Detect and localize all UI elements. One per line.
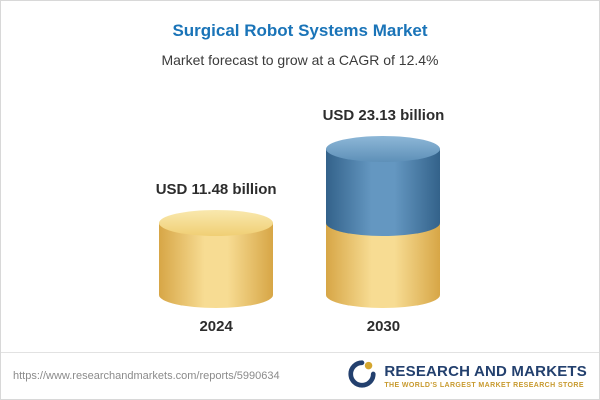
year-label-2024: 2024	[199, 318, 233, 335]
researchandmarkets-logo: RESEARCH AND MARKETS THE WORLD'S LARGEST…	[347, 359, 587, 394]
cylinder-2030	[326, 136, 441, 308]
value-label-2030: USD 23.13 billion	[322, 107, 445, 124]
logo-name: RESEARCH AND MARKETS	[384, 363, 587, 380]
chart-subtitle: Market forecast to grow at a CAGR of 12.…	[161, 52, 439, 68]
bar-group-2030: USD 23.13 billion 2030	[323, 107, 445, 335]
bar-chart: USD 11.48 billion 2024 USD 23.13 billion…	[1, 107, 599, 335]
researchandmarkets-logo-icon	[347, 359, 377, 394]
year-label-2030: 2030	[366, 318, 401, 335]
logo-tagline: THE WORLD'S LARGEST MARKET RESEARCH STOR…	[384, 382, 584, 389]
report-url-link[interactable]: https://www.researchandmarkets.com/repor…	[13, 370, 280, 382]
bar-2030-base-segment	[326, 223, 441, 308]
logo-text: RESEARCH AND MARKETS THE WORLD'S LARGEST…	[384, 363, 587, 389]
chart-header: Surgical Robot Systems Market Market for…	[1, 1, 599, 68]
bar-group-2024: USD 11.48 billion 2024	[156, 181, 277, 335]
chart-title: Surgical Robot Systems Market	[172, 21, 428, 40]
cylinder-2024-top-cap	[159, 210, 274, 236]
value-label-2024: USD 11.48 billion	[155, 181, 277, 198]
bar-2030-growth-segment	[326, 149, 441, 236]
bar-2024-segment	[159, 223, 274, 308]
cylinder-2024	[159, 210, 274, 308]
footer: https://www.researchandmarkets.com/repor…	[1, 352, 599, 399]
cylinder-2030-top-cap	[326, 136, 441, 162]
